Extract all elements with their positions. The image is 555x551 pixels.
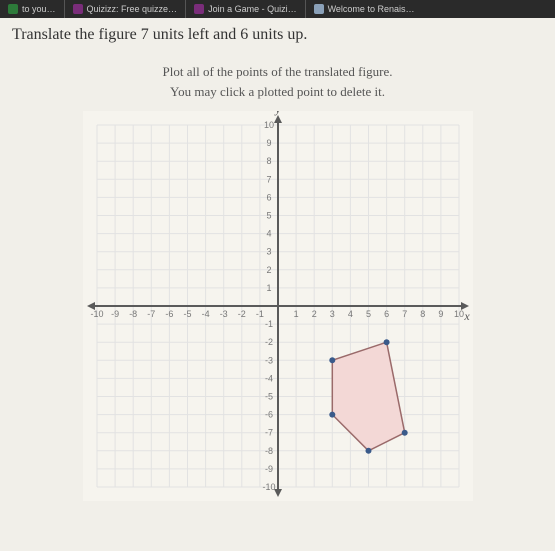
- instruction-line: You may click a plotted point to delete …: [12, 82, 543, 102]
- svg-text:-5: -5: [264, 392, 272, 402]
- coordinate-plane-wrap: -10-9-8-7-6-5-4-3-2-112345678910-10-9-8-…: [12, 111, 543, 501]
- polygon-vertex[interactable]: [329, 357, 335, 363]
- tab-favicon-icon: [8, 4, 18, 14]
- svg-text:6: 6: [266, 192, 271, 202]
- svg-text:7: 7: [266, 174, 271, 184]
- browser-tab[interactable]: Join a Game - Quizi…: [185, 0, 305, 18]
- svg-text:9: 9: [266, 138, 271, 148]
- problem-instructions: Plot all of the points of the translated…: [12, 62, 543, 101]
- coordinate-plane[interactable]: -10-9-8-7-6-5-4-3-2-112345678910-10-9-8-…: [83, 111, 473, 501]
- page-content: Translate the figure 7 units left and 6 …: [0, 18, 555, 551]
- svg-text:5: 5: [365, 309, 370, 319]
- svg-text:-10: -10: [90, 309, 103, 319]
- svg-text:8: 8: [420, 309, 425, 319]
- tab-label: Quizizz: Free quizze…: [87, 4, 178, 14]
- svg-text:3: 3: [329, 309, 334, 319]
- svg-text:4: 4: [266, 229, 271, 239]
- browser-tab[interactable]: to you…: [0, 0, 64, 18]
- svg-text:-7: -7: [147, 309, 155, 319]
- svg-text:1: 1: [293, 309, 298, 319]
- polygon-vertex[interactable]: [329, 412, 335, 418]
- svg-text:8: 8: [266, 156, 271, 166]
- svg-text:-6: -6: [264, 410, 272, 420]
- tab-label: Welcome to Renais…: [328, 4, 415, 14]
- svg-text:-8: -8: [129, 309, 137, 319]
- figure-polygon: [332, 342, 404, 451]
- browser-tab[interactable]: Welcome to Renais…: [305, 0, 423, 18]
- svg-text:10: 10: [263, 120, 273, 130]
- svg-text:y: y: [274, 111, 281, 116]
- svg-text:-8: -8: [264, 446, 272, 456]
- svg-text:-7: -7: [264, 428, 272, 438]
- svg-text:7: 7: [402, 309, 407, 319]
- problem-prompt: Translate the figure 7 units left and 6 …: [12, 26, 543, 44]
- svg-text:-2: -2: [264, 337, 272, 347]
- svg-text:-3: -3: [264, 355, 272, 365]
- svg-text:3: 3: [266, 247, 271, 257]
- polygon-vertex[interactable]: [401, 430, 407, 436]
- browser-tab-bar: to you… Quizizz: Free quizze… Join a Gam…: [0, 0, 555, 18]
- svg-text:5: 5: [266, 211, 271, 221]
- svg-text:-2: -2: [237, 309, 245, 319]
- svg-text:x: x: [463, 309, 470, 323]
- svg-text:-1: -1: [264, 319, 272, 329]
- svg-text:-1: -1: [255, 309, 263, 319]
- tab-favicon-icon: [194, 4, 204, 14]
- svg-text:-4: -4: [201, 309, 209, 319]
- svg-text:-9: -9: [264, 464, 272, 474]
- svg-text:6: 6: [384, 309, 389, 319]
- svg-text:-9: -9: [111, 309, 119, 319]
- tab-label: Join a Game - Quizi…: [208, 4, 297, 14]
- svg-text:-6: -6: [165, 309, 173, 319]
- svg-text:-5: -5: [183, 309, 191, 319]
- instruction-line: Plot all of the points of the translated…: [12, 62, 543, 82]
- svg-text:10: 10: [453, 309, 463, 319]
- svg-text:-10: -10: [262, 482, 275, 492]
- svg-text:2: 2: [266, 265, 271, 275]
- polygon-vertex[interactable]: [365, 448, 371, 454]
- svg-text:-3: -3: [219, 309, 227, 319]
- tab-favicon-icon: [73, 4, 83, 14]
- svg-text:9: 9: [438, 309, 443, 319]
- tab-label: to you…: [22, 4, 56, 14]
- svg-text:4: 4: [347, 309, 352, 319]
- svg-text:2: 2: [311, 309, 316, 319]
- svg-text:-4: -4: [264, 373, 272, 383]
- browser-tab[interactable]: Quizizz: Free quizze…: [64, 0, 186, 18]
- polygon-vertex[interactable]: [383, 339, 389, 345]
- tab-favicon-icon: [314, 4, 324, 14]
- svg-text:1: 1: [266, 283, 271, 293]
